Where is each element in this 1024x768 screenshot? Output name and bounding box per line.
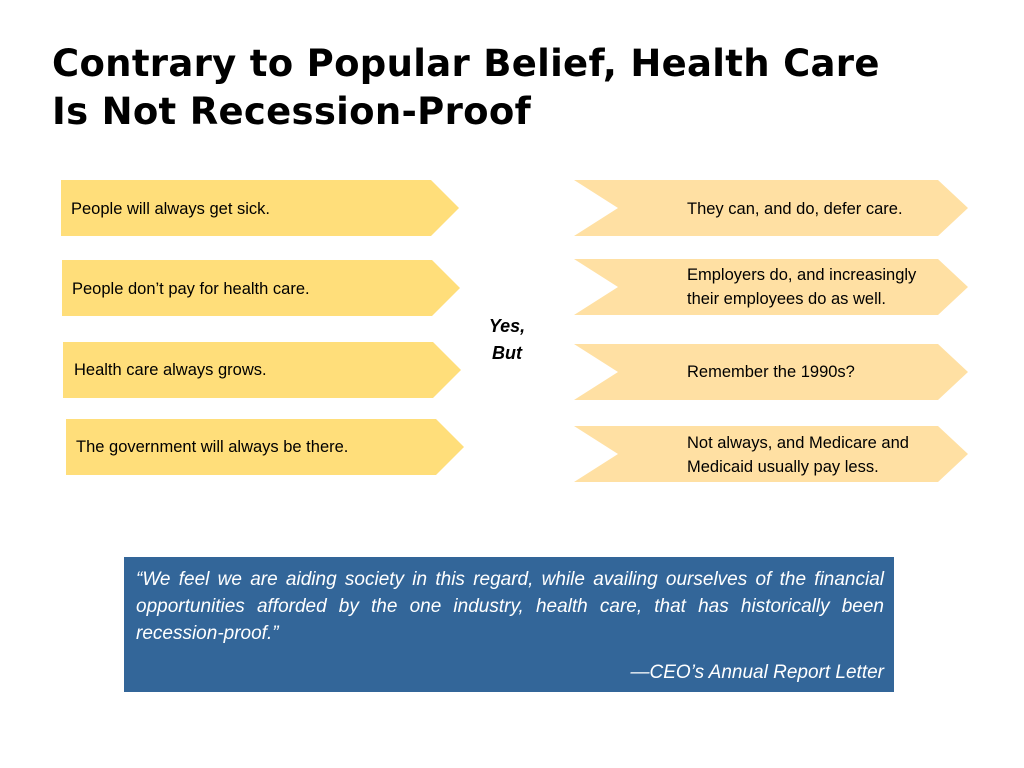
belief-arrow-2: People don’t pay for health care. — [62, 260, 460, 316]
response-text: Employers do, and increasingly their emp… — [687, 263, 916, 311]
pentagon-arrow-shape — [61, 180, 459, 236]
response-chevron-2: Employers do, and increasingly their emp… — [574, 259, 968, 315]
yes-but-line-2: But — [492, 343, 522, 363]
yes-but-line-1: Yes, — [488, 316, 526, 336]
response-line-2: Medicaid usually pay less. — [687, 458, 879, 476]
pentagon-arrow-shape — [63, 342, 461, 398]
chevron-arrow-shape — [574, 180, 968, 236]
belief-arrow-1: People will always get sick. — [61, 180, 459, 236]
response-text: Not always, and Medicare and Medicaid us… — [687, 431, 909, 479]
response-line-2: their employees do as well. — [687, 290, 887, 308]
title-line-1: Contrary to Popular Belief, Health Care — [52, 42, 880, 85]
response-line-1: Not always, and Medicare and — [687, 434, 909, 452]
chevron-arrow-shape — [574, 344, 968, 400]
belief-text: People don’t pay for health care. — [72, 280, 310, 298]
quote-attribution: —CEO’s Annual Report Letter — [630, 662, 884, 683]
belief-text: People will always get sick. — [71, 200, 270, 218]
belief-arrow-4: The government will always be there. — [66, 419, 464, 475]
response-chevron-4: Not always, and Medicare and Medicaid us… — [574, 426, 968, 482]
response-chevron-3: Remember the 1990s? — [574, 344, 968, 400]
belief-text: Health care always grows. — [74, 361, 267, 379]
pentagon-arrow-shape — [62, 260, 460, 316]
quote-box: “We feel we are aiding society in this r… — [124, 557, 894, 692]
yes-but-label: Yes, But — [470, 313, 544, 367]
response-text: Remember the 1990s? — [687, 360, 855, 384]
chevron-arrow-shape — [574, 259, 968, 315]
quote-text: “We feel we are aiding society in this r… — [136, 569, 884, 644]
chevron-arrow-shape — [574, 426, 968, 482]
belief-text: The government will always be there. — [76, 438, 349, 456]
response-chevron-1: They can, and do, defer care. — [574, 180, 968, 236]
belief-arrow-3: Health care always grows. — [63, 342, 461, 398]
slide-title: Contrary to Popular Belief, Health Care … — [52, 40, 992, 136]
pentagon-arrow-shape — [66, 419, 464, 475]
title-line-2: Is Not Recession-Proof — [52, 90, 531, 133]
response-line-1: Remember the 1990s? — [687, 363, 855, 381]
response-text: They can, and do, defer care. — [687, 197, 903, 221]
response-line-1: They can, and do, defer care. — [687, 200, 903, 218]
response-line-1: Employers do, and increasingly — [687, 266, 917, 284]
